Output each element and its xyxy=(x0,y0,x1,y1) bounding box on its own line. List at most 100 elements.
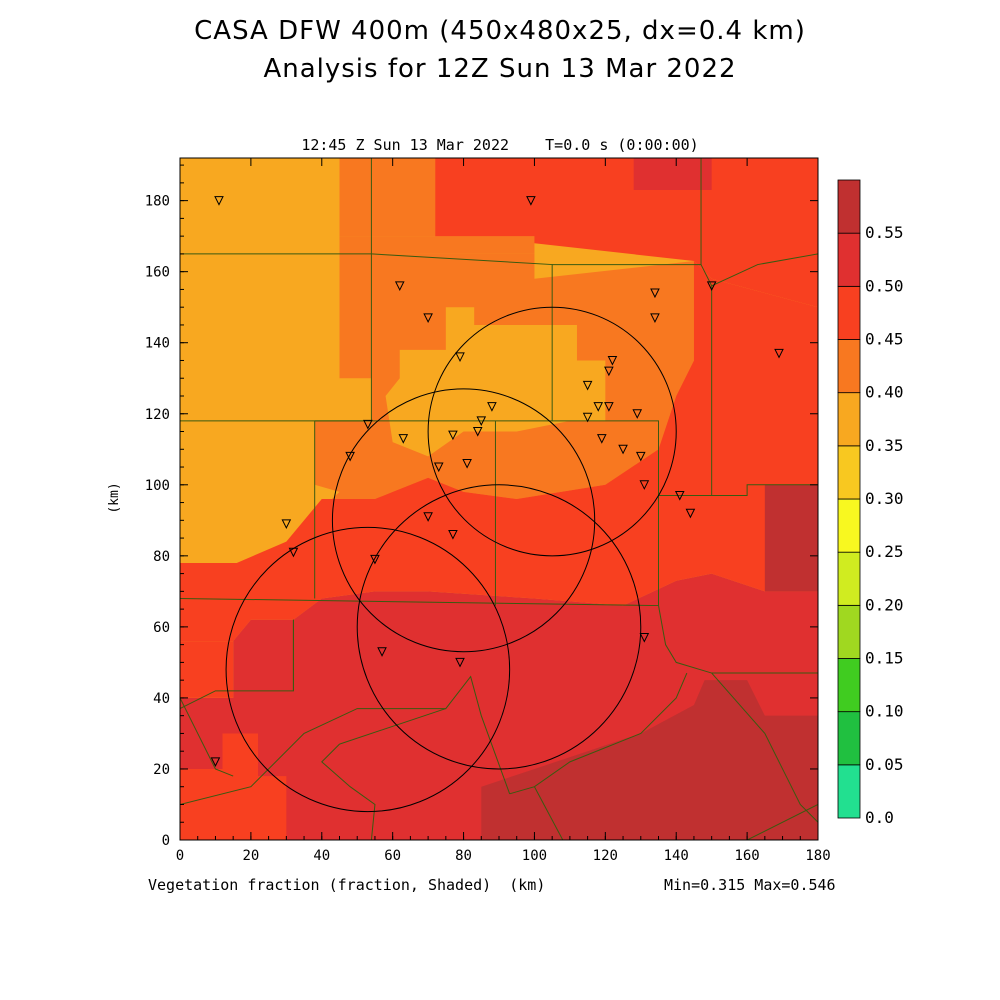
shaded-region-3 xyxy=(633,158,712,190)
county-boundary-20 xyxy=(746,804,818,840)
county-boundary-12 xyxy=(509,672,688,795)
shaded-field xyxy=(180,158,818,840)
shaded-region-2 xyxy=(435,158,818,308)
colorbar-label: 0.45 xyxy=(865,330,904,349)
station-marker-20 xyxy=(472,427,483,437)
station-marker-15 xyxy=(632,409,643,419)
county-boundary-21 xyxy=(180,697,234,777)
x-tick-label: 0 xyxy=(176,848,184,864)
station-marker-12 xyxy=(593,402,604,412)
station-marker-35 xyxy=(370,554,380,565)
range-ring-3 xyxy=(225,526,511,813)
y-tick-label: 100 xyxy=(145,478,170,494)
x-tick-label: 100 xyxy=(522,848,547,864)
radar-range-rings xyxy=(225,306,677,813)
x-tick-label: 20 xyxy=(242,848,259,864)
station-marker-16 xyxy=(363,419,373,430)
x-tick-label: 60 xyxy=(384,848,401,864)
shaded-region-4 xyxy=(180,253,372,421)
colorbar-swatch-1 xyxy=(837,711,861,766)
county-boundary-11 xyxy=(658,605,818,674)
colorbar-label: 0.40 xyxy=(865,383,904,402)
shaded-region-12 xyxy=(180,641,234,698)
station-marker-1 xyxy=(526,196,536,206)
colorbar-label: 0.20 xyxy=(865,595,904,614)
colorbar-swatch-9 xyxy=(837,285,861,340)
colorbar: 0.0 0.05 0.10 0.15 0.20 0.25 0.30 0.35 0.40 0.45 0… xyxy=(837,179,904,827)
shaded-region-9 xyxy=(481,371,560,396)
county-boundary-10 xyxy=(658,484,818,496)
colorbar-label: 0.25 xyxy=(865,542,904,561)
station-marker-8 xyxy=(774,348,784,359)
time-header: 12:45 Z Sun 13 Mar 2022 T=0.0 s (0:00:00… xyxy=(180,136,820,154)
county-boundary-17 xyxy=(321,743,376,840)
station-marker-37 xyxy=(455,657,465,668)
y-axis-unit: (km) xyxy=(107,482,122,513)
x-tick-label: 120 xyxy=(593,848,618,864)
station-marker-38 xyxy=(639,633,650,643)
station-marker-24 xyxy=(345,451,355,462)
colorbar-swatch-2 xyxy=(837,658,861,713)
colorbar-label: 0.10 xyxy=(865,702,904,721)
station-marker-6 xyxy=(650,313,660,323)
shaded-region-1 xyxy=(339,158,436,237)
station-marker-0 xyxy=(214,196,224,206)
station-marker-27 xyxy=(635,451,646,462)
colorbar-label: 0.55 xyxy=(865,223,904,242)
field-label: Vegetation fraction (fraction, Shaded) (… xyxy=(148,876,545,894)
shaded-region-13 xyxy=(180,733,287,840)
county-boundary-16 xyxy=(339,708,446,745)
station-marker-33 xyxy=(423,512,433,522)
time-offset: T=0.0 s (0:00:00) xyxy=(545,136,699,154)
colorbar-swatch-0 xyxy=(837,764,861,819)
min-max-readout: Min=0.315 Max=0.546 xyxy=(664,876,836,894)
y-tick-label: 0 xyxy=(162,833,170,849)
station-marker-39 xyxy=(210,757,221,767)
county-boundary-4 xyxy=(314,420,659,606)
shaded-region-0 xyxy=(180,158,340,254)
station-marker-3 xyxy=(423,313,433,323)
x-tick-label: 140 xyxy=(664,848,689,864)
figure-title: CASA DFW 400m (450x480x25, dx=0.4 km) xyxy=(194,16,806,46)
station-marker-31 xyxy=(281,519,292,529)
county-boundary-18 xyxy=(534,786,564,840)
county-boundary-13 xyxy=(180,675,511,805)
station-marker-7 xyxy=(706,281,717,291)
shaded-region-14 xyxy=(481,680,818,840)
county-boundary-3 xyxy=(180,597,659,607)
x-axis-ticks: 0 20 40 60 80 100 120 140 160 180 xyxy=(176,158,831,864)
x-axis-unit: (km) xyxy=(509,876,546,894)
station-marker-9 xyxy=(582,380,593,391)
station-marker-34 xyxy=(448,530,458,540)
station-marker-2 xyxy=(394,281,405,291)
colorbar-swatch-5 xyxy=(837,498,861,553)
colorbar-swatch-7 xyxy=(837,392,861,447)
field-name: Vegetation fraction (fraction, Shaded) xyxy=(148,876,492,894)
colorbar-label: 0.35 xyxy=(865,436,904,455)
colorbar-swatch-10 xyxy=(837,232,861,287)
station-marker-23 xyxy=(462,458,472,469)
station-markers xyxy=(210,196,784,767)
station-marker-18 xyxy=(448,430,458,441)
station-marker-32 xyxy=(288,547,299,558)
station-marker-5 xyxy=(650,288,660,299)
station-marker-30 xyxy=(685,508,696,519)
y-tick-label: 180 xyxy=(145,194,170,210)
timestamp: 12:45 Z Sun 13 Mar 2022 xyxy=(301,136,510,154)
x-tick-label: 40 xyxy=(313,848,330,864)
y-tick-label: 160 xyxy=(145,265,170,281)
colorbar-swatch-8 xyxy=(837,339,861,394)
x-tick-label: 80 xyxy=(455,848,472,864)
station-marker-10 xyxy=(604,366,614,377)
shaded-region-5 xyxy=(339,236,535,379)
y-tick-label: 60 xyxy=(153,620,170,636)
colorbar-swatch-6 xyxy=(837,445,861,500)
x-tick-label: 180 xyxy=(805,848,830,864)
colorbar-label: 0.30 xyxy=(865,489,904,508)
station-marker-19 xyxy=(476,416,487,426)
figure-subtitle: Analysis for 12Z Sun 13 Mar 2022 xyxy=(263,54,737,84)
colorbar-label: 0.50 xyxy=(865,276,904,295)
y-tick-label: 80 xyxy=(153,549,170,565)
y-tick-label: 20 xyxy=(153,762,170,778)
